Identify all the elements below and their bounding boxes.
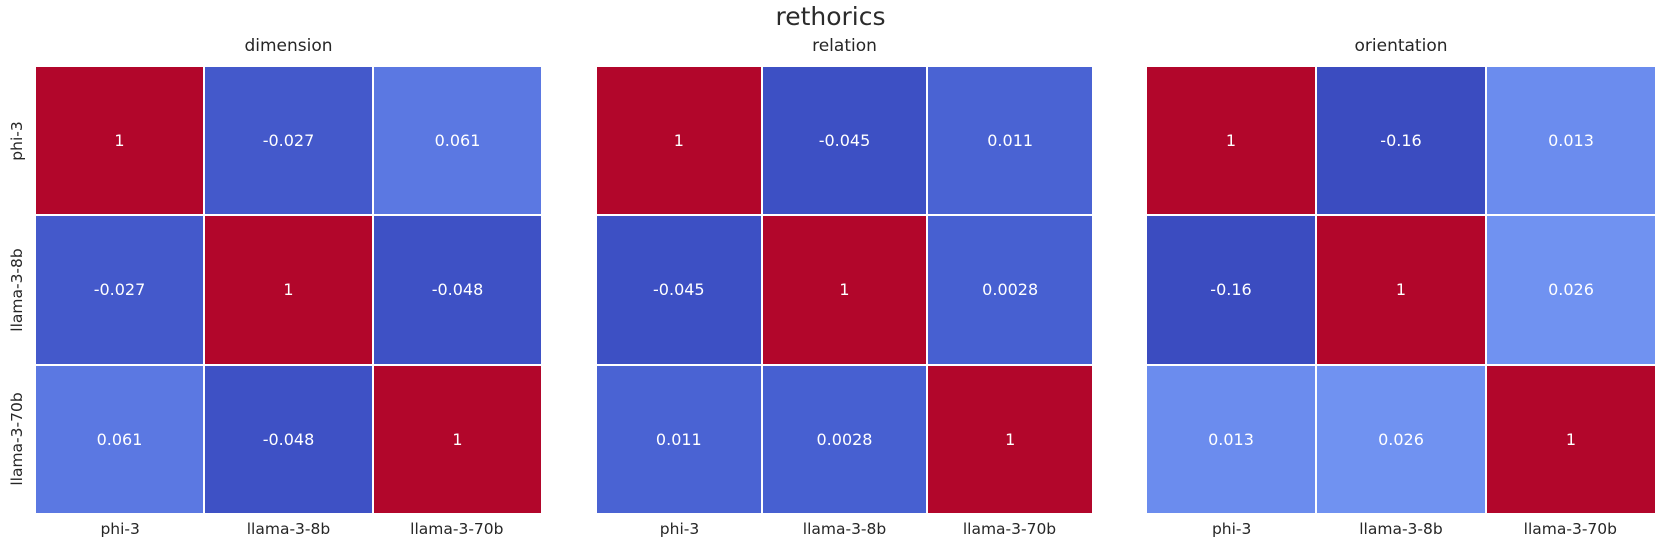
heatmap-cell-value: -0.048 bbox=[262, 429, 315, 449]
panel-title-relation: relation bbox=[812, 36, 877, 56]
heatmap-cell: 1 bbox=[36, 67, 203, 215]
heatmap-cell: 0.061 bbox=[374, 67, 541, 215]
heatmap-cell-value: 0.013 bbox=[1208, 429, 1254, 449]
heatmap-cell: 0.026 bbox=[1317, 365, 1485, 513]
col-label: phi-3 bbox=[1211, 520, 1252, 538]
heatmap-cell: 1 bbox=[597, 67, 761, 215]
heatmap-cell: -0.048 bbox=[374, 216, 541, 364]
row-label: llama-3-8b bbox=[8, 248, 26, 332]
x-tick-labels: phi-3 llama-3-8b llama-3-70b bbox=[36, 520, 541, 550]
heatmap-cell-value: -0.027 bbox=[262, 131, 315, 151]
heatmap-cell: -0.048 bbox=[205, 365, 372, 513]
heatmap-cell: 1 bbox=[374, 365, 541, 513]
heatmap-cell-value: 0.0028 bbox=[816, 429, 873, 449]
col-label: phi-3 bbox=[659, 520, 700, 538]
col-label: llama-3-8b bbox=[246, 520, 331, 538]
panel-title-orientation: orientation bbox=[1354, 36, 1448, 56]
heatmap-cell-value: 1 bbox=[673, 131, 684, 151]
heatmap-cell-value: -0.045 bbox=[653, 280, 705, 300]
heatmap-cell-value: 0.061 bbox=[434, 131, 481, 151]
heatmap-cell-value: -0.16 bbox=[1210, 280, 1252, 300]
heatmap-cell-value: 0.061 bbox=[96, 429, 143, 449]
heatmap-cell-value: 0.026 bbox=[1548, 280, 1594, 300]
heatmap-cell-value: 1 bbox=[1005, 429, 1016, 449]
heatmap-cell-value: 1 bbox=[1565, 429, 1577, 449]
heatmap-cell-value: -0.027 bbox=[93, 280, 146, 300]
heatmap-cell: -0.027 bbox=[36, 216, 203, 364]
heatmap-cell-value: -0.16 bbox=[1380, 131, 1422, 151]
heatmap-cell-value: 1 bbox=[839, 280, 850, 300]
col-label: llama-3-8b bbox=[1359, 520, 1443, 538]
heatmap-cell-value: 1 bbox=[1395, 280, 1407, 300]
heatmap-cell-value: 0.026 bbox=[1378, 429, 1424, 449]
heatmap-cell: -0.16 bbox=[1317, 67, 1485, 215]
heatmap-cell: 1 bbox=[1317, 216, 1485, 364]
row-label: llama-3-70b bbox=[8, 391, 26, 486]
heatmap-grid-dimension: 1 -0.027 0.061 -0.027 1 -0.048 0.061 -0.048 1 bbox=[36, 67, 541, 513]
heatmap-cell: 0.0028 bbox=[928, 216, 1092, 364]
row-label: phi-3 bbox=[8, 121, 26, 162]
heatmap-cell: 0.0028 bbox=[762, 365, 927, 513]
heatmap-cell-value: 0.011 bbox=[987, 131, 1034, 151]
heatmap-cell: 0.013 bbox=[1487, 67, 1655, 215]
heatmap-cell: -0.045 bbox=[597, 216, 761, 364]
heatmap-cell: -0.045 bbox=[762, 67, 927, 215]
heatmap-cell-value: -0.045 bbox=[818, 131, 871, 151]
heatmap-cell: -0.16 bbox=[1147, 216, 1315, 364]
heatmap-cell-value: -0.048 bbox=[431, 280, 484, 300]
heatmap-grid-orientation: 1 -0.16 0.013 -0.16 1 0.026 0.013 0.026 1 bbox=[1147, 67, 1655, 513]
heatmap-grid-relation: 1 -0.045 0.011 -0.045 1 0.0028 0.011 0.0028 1 bbox=[597, 67, 1092, 513]
figure-title: rethorics bbox=[775, 2, 886, 31]
heatmap-cell: 0.061 bbox=[36, 365, 203, 513]
col-label: phi-3 bbox=[100, 520, 140, 538]
heatmap-cell-value: 1 bbox=[114, 131, 125, 151]
heatmap-cell: 0.011 bbox=[597, 365, 761, 513]
col-label: llama-3-8b bbox=[802, 520, 887, 538]
heatmap-cell-value: 0.013 bbox=[1548, 131, 1594, 151]
col-label: llama-3-70b bbox=[962, 520, 1057, 538]
heatmap-cell: 1 bbox=[1147, 67, 1315, 215]
heatmap-cell-value: 1 bbox=[283, 280, 294, 300]
panel-title-dimension: dimension bbox=[244, 36, 333, 56]
heatmap-cell: 1 bbox=[1487, 365, 1655, 513]
heatmap-cell: 1 bbox=[762, 216, 927, 364]
heatmap-cell-value: 0.0028 bbox=[982, 280, 1039, 300]
heatmap-cell-value: 1 bbox=[452, 429, 463, 449]
heatmap-cell: 0.013 bbox=[1147, 365, 1315, 513]
col-label: llama-3-70b bbox=[410, 520, 504, 538]
x-tick-labels: phi-3 llama-3-8b llama-3-70b bbox=[597, 520, 1092, 550]
heatmap-cell: 0.011 bbox=[928, 67, 1092, 215]
heatmap-cell-value: 0.011 bbox=[655, 429, 702, 449]
col-label: llama-3-70b bbox=[1523, 520, 1617, 538]
heatmap-cell: 0.026 bbox=[1487, 216, 1655, 364]
heatmap-cell: 1 bbox=[205, 216, 372, 364]
heatmap-cell-value: 1 bbox=[1225, 131, 1237, 151]
x-tick-labels: phi-3 llama-3-8b llama-3-70b bbox=[1147, 520, 1655, 550]
heatmap-cell: 1 bbox=[928, 365, 1092, 513]
heatmap-cell: -0.027 bbox=[205, 67, 372, 215]
